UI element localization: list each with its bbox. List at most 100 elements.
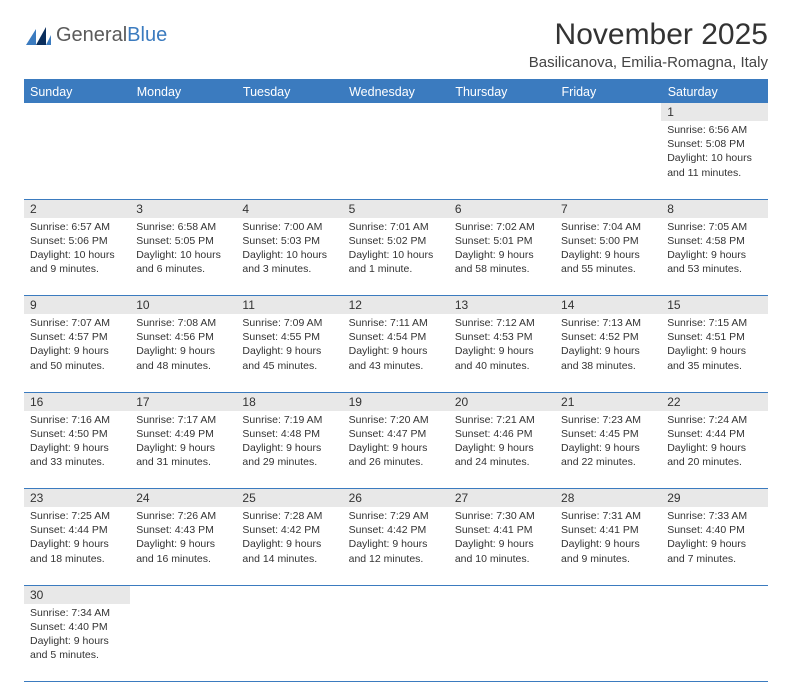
- day-number-cell: 9: [24, 296, 130, 315]
- sunrise-text: Sunrise: 7:16 AM: [30, 413, 124, 427]
- brand-word-1: General: [56, 24, 127, 46]
- day-number-cell: 14: [555, 296, 661, 315]
- brand-text: GeneralBlue: [56, 24, 167, 47]
- day-cell: [449, 604, 555, 682]
- sunset-text: Sunset: 5:00 PM: [561, 234, 655, 248]
- week-row: Sunrise: 7:07 AMSunset: 4:57 PMDaylight:…: [24, 314, 768, 392]
- sunset-text: Sunset: 4:49 PM: [136, 427, 230, 441]
- day-number-cell: 6: [449, 199, 555, 218]
- day-number-cell: [555, 585, 661, 604]
- sunrise-text: Sunrise: 7:00 AM: [242, 220, 336, 234]
- day-cell: Sunrise: 7:02 AMSunset: 5:01 PMDaylight:…: [449, 218, 555, 296]
- day-number-cell: [130, 103, 236, 121]
- day-number-cell: 13: [449, 296, 555, 315]
- daylight-text: Daylight: 9 hours and 24 minutes.: [455, 441, 549, 469]
- day-cell: Sunrise: 7:20 AMSunset: 4:47 PMDaylight:…: [343, 411, 449, 489]
- day-number-row: 9101112131415: [24, 296, 768, 315]
- day-number-cell: 17: [130, 392, 236, 411]
- sunset-text: Sunset: 5:02 PM: [349, 234, 443, 248]
- day-cell: [555, 121, 661, 199]
- week-row: Sunrise: 6:56 AMSunset: 5:08 PMDaylight:…: [24, 121, 768, 199]
- day-details: Sunrise: 7:31 AMSunset: 4:41 PMDaylight:…: [555, 507, 661, 570]
- day-details: Sunrise: 6:58 AMSunset: 5:05 PMDaylight:…: [130, 218, 236, 281]
- day-cell: Sunrise: 7:04 AMSunset: 5:00 PMDaylight:…: [555, 218, 661, 296]
- day-details: Sunrise: 7:21 AMSunset: 4:46 PMDaylight:…: [449, 411, 555, 474]
- day-number-cell: 21: [555, 392, 661, 411]
- day-cell: [555, 604, 661, 682]
- daylight-text: Daylight: 9 hours and 29 minutes.: [242, 441, 336, 469]
- weekday-header: Wednesday: [343, 80, 449, 103]
- day-number-cell: 24: [130, 489, 236, 508]
- sunset-text: Sunset: 4:41 PM: [561, 523, 655, 537]
- sunrise-text: Sunrise: 7:07 AM: [30, 316, 124, 330]
- daylight-text: Daylight: 9 hours and 7 minutes.: [667, 537, 761, 565]
- day-number-cell: 8: [661, 199, 767, 218]
- day-details: Sunrise: 7:24 AMSunset: 4:44 PMDaylight:…: [661, 411, 767, 474]
- sunrise-text: Sunrise: 7:15 AM: [667, 316, 761, 330]
- day-cell: Sunrise: 7:15 AMSunset: 4:51 PMDaylight:…: [661, 314, 767, 392]
- week-row: Sunrise: 7:34 AMSunset: 4:40 PMDaylight:…: [24, 604, 768, 682]
- sunrise-text: Sunrise: 7:24 AM: [667, 413, 761, 427]
- daylight-text: Daylight: 9 hours and 18 minutes.: [30, 537, 124, 565]
- day-number-row: 2345678: [24, 199, 768, 218]
- sunset-text: Sunset: 4:43 PM: [136, 523, 230, 537]
- week-row: Sunrise: 6:57 AMSunset: 5:06 PMDaylight:…: [24, 218, 768, 296]
- day-cell: Sunrise: 7:25 AMSunset: 4:44 PMDaylight:…: [24, 507, 130, 585]
- day-details: Sunrise: 7:26 AMSunset: 4:43 PMDaylight:…: [130, 507, 236, 570]
- day-cell: Sunrise: 6:57 AMSunset: 5:06 PMDaylight:…: [24, 218, 130, 296]
- day-number-cell: 25: [236, 489, 342, 508]
- day-cell: Sunrise: 7:31 AMSunset: 4:41 PMDaylight:…: [555, 507, 661, 585]
- sunset-text: Sunset: 5:05 PM: [136, 234, 230, 248]
- day-details: Sunrise: 7:33 AMSunset: 4:40 PMDaylight:…: [661, 507, 767, 570]
- sunset-text: Sunset: 4:42 PM: [242, 523, 336, 537]
- day-details: Sunrise: 7:07 AMSunset: 4:57 PMDaylight:…: [24, 314, 130, 377]
- day-number-cell: 18: [236, 392, 342, 411]
- sunset-text: Sunset: 4:45 PM: [561, 427, 655, 441]
- brand-logo: GeneralBlue: [24, 24, 167, 47]
- sunset-text: Sunset: 4:54 PM: [349, 330, 443, 344]
- sunrise-text: Sunrise: 7:30 AM: [455, 509, 549, 523]
- sunrise-text: Sunrise: 7:05 AM: [667, 220, 761, 234]
- sunset-text: Sunset: 4:58 PM: [667, 234, 761, 248]
- daylight-text: Daylight: 9 hours and 58 minutes.: [455, 248, 549, 276]
- day-number-cell: 20: [449, 392, 555, 411]
- sunrise-text: Sunrise: 7:33 AM: [667, 509, 761, 523]
- day-number-cell: 29: [661, 489, 767, 508]
- day-number-row: 30: [24, 585, 768, 604]
- brand-word-2: Blue: [127, 24, 167, 46]
- day-number-cell: [130, 585, 236, 604]
- day-details: Sunrise: 7:20 AMSunset: 4:47 PMDaylight:…: [343, 411, 449, 474]
- title-block: November 2025 Basilicanova, Emilia-Romag…: [529, 18, 768, 71]
- day-details: Sunrise: 7:12 AMSunset: 4:53 PMDaylight:…: [449, 314, 555, 377]
- day-cell: Sunrise: 7:33 AMSunset: 4:40 PMDaylight:…: [661, 507, 767, 585]
- daylight-text: Daylight: 9 hours and 10 minutes.: [455, 537, 549, 565]
- day-number-cell: 3: [130, 199, 236, 218]
- day-cell: [343, 121, 449, 199]
- sunrise-text: Sunrise: 7:29 AM: [349, 509, 443, 523]
- sunset-text: Sunset: 4:41 PM: [455, 523, 549, 537]
- day-cell: Sunrise: 7:13 AMSunset: 4:52 PMDaylight:…: [555, 314, 661, 392]
- day-number-cell: [661, 585, 767, 604]
- day-details: Sunrise: 7:11 AMSunset: 4:54 PMDaylight:…: [343, 314, 449, 377]
- day-number-cell: 22: [661, 392, 767, 411]
- day-details: Sunrise: 7:17 AMSunset: 4:49 PMDaylight:…: [130, 411, 236, 474]
- day-number-cell: 23: [24, 489, 130, 508]
- day-number-cell: 12: [343, 296, 449, 315]
- day-number-cell: 16: [24, 392, 130, 411]
- day-details: Sunrise: 7:15 AMSunset: 4:51 PMDaylight:…: [661, 314, 767, 377]
- day-cell: Sunrise: 7:29 AMSunset: 4:42 PMDaylight:…: [343, 507, 449, 585]
- sunset-text: Sunset: 5:08 PM: [667, 137, 761, 151]
- daylight-text: Daylight: 10 hours and 3 minutes.: [242, 248, 336, 276]
- daylight-text: Daylight: 9 hours and 55 minutes.: [561, 248, 655, 276]
- weekday-header: Sunday: [24, 80, 130, 103]
- daylight-text: Daylight: 9 hours and 35 minutes.: [667, 344, 761, 372]
- day-number-cell: [343, 585, 449, 604]
- sunset-text: Sunset: 4:40 PM: [667, 523, 761, 537]
- sunset-text: Sunset: 4:42 PM: [349, 523, 443, 537]
- week-row: Sunrise: 7:16 AMSunset: 4:50 PMDaylight:…: [24, 411, 768, 489]
- daylight-text: Daylight: 9 hours and 12 minutes.: [349, 537, 443, 565]
- sunset-text: Sunset: 5:01 PM: [455, 234, 549, 248]
- day-number-row: 16171819202122: [24, 392, 768, 411]
- week-row: Sunrise: 7:25 AMSunset: 4:44 PMDaylight:…: [24, 507, 768, 585]
- day-cell: Sunrise: 7:30 AMSunset: 4:41 PMDaylight:…: [449, 507, 555, 585]
